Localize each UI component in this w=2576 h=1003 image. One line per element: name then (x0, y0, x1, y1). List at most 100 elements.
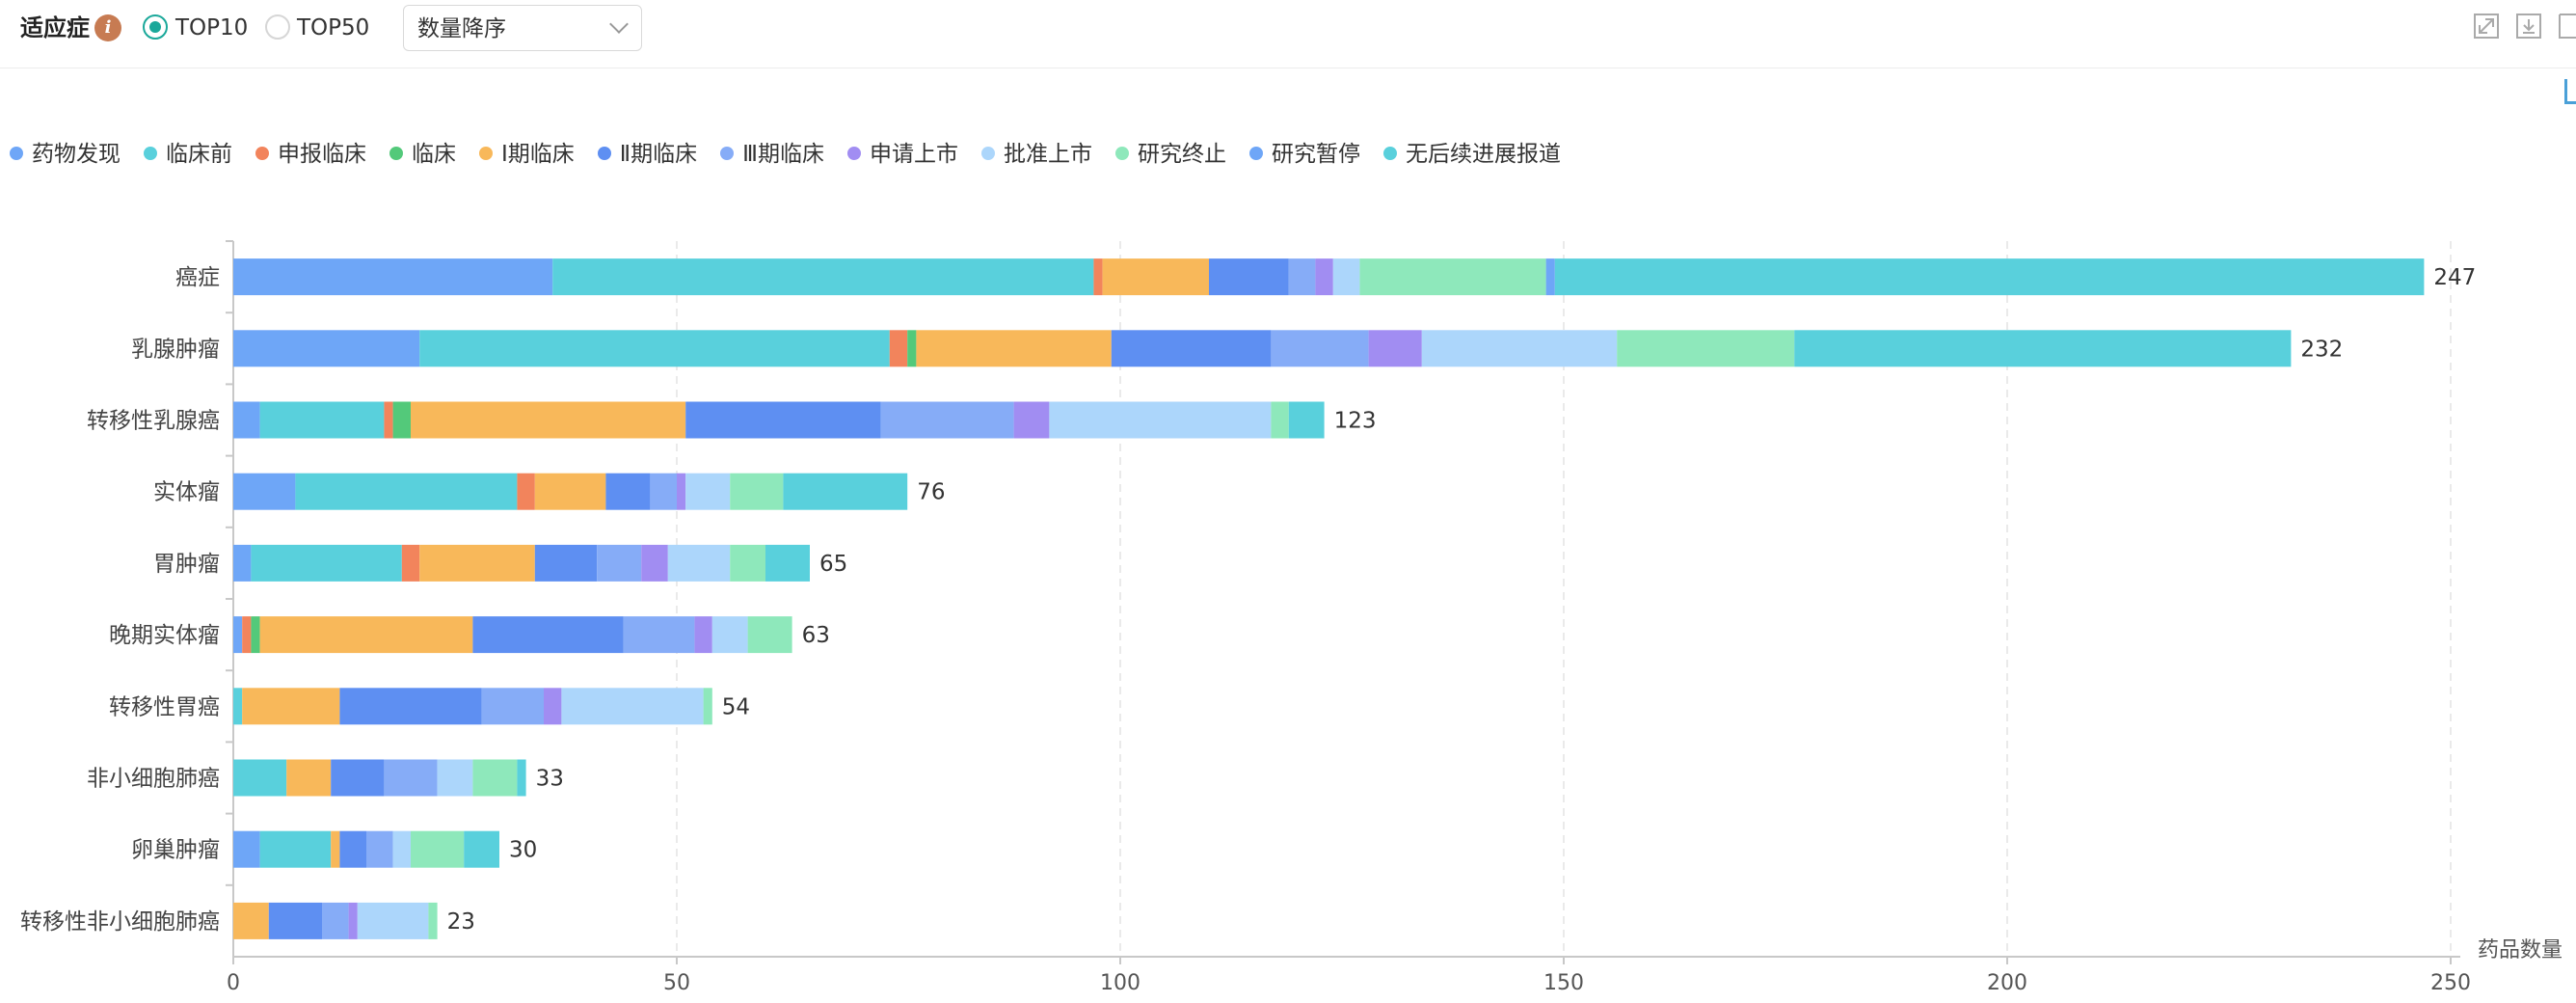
legend-item[interactable]: Ⅱ期临床 (597, 133, 697, 176)
bar-segment (1288, 401, 1325, 439)
radio-top50[interactable] (265, 14, 290, 40)
bar-segment (1102, 258, 1209, 296)
bar-segment (233, 258, 553, 296)
bar-segment (1315, 258, 1333, 296)
legend-item[interactable]: Ⅲ期临床 (720, 133, 824, 176)
legend-dot-icon (846, 146, 861, 160)
bar-segment (667, 544, 731, 582)
bar-segment (1421, 330, 1618, 367)
legend-item[interactable]: 研究暂停 (1248, 133, 1360, 176)
bar-segment (348, 902, 358, 939)
category-label: 转移性胃癌 (109, 694, 220, 719)
bar-segment (384, 759, 438, 797)
bar-segment (650, 473, 677, 510)
bar-segment (730, 544, 765, 582)
bar-segment (481, 688, 544, 725)
legend-dot-icon (1114, 146, 1129, 160)
bar-segment (880, 401, 1014, 439)
bar-segment (1093, 258, 1103, 296)
download-icon[interactable] (2514, 12, 2543, 41)
legend-dot-icon (10, 146, 23, 160)
bar-segment (472, 616, 624, 654)
bar-segment (366, 830, 393, 868)
bar-segment (233, 759, 287, 797)
legend-item[interactable]: 临床 (389, 133, 456, 176)
bar-segment (286, 759, 332, 797)
legend-dot-icon (255, 146, 269, 160)
bar-segment (1013, 401, 1050, 439)
bar-segment (259, 830, 332, 868)
bar-segment (561, 688, 704, 725)
bar-segment (703, 688, 712, 725)
panel-icon[interactable] (2557, 12, 2576, 41)
bar-segment (552, 258, 1094, 296)
legend-label: 研究暂停 (1271, 142, 1360, 167)
toolbar: 适应症 i TOP10 TOP50 数量降序 (0, 0, 2576, 68)
indication-title: 适应症 (20, 14, 90, 41)
bar-total-label: 63 (802, 623, 830, 648)
legend-item[interactable]: Ⅰ期临床 (479, 133, 575, 176)
category-label: 转移性非小细胞肺癌 (20, 909, 220, 935)
bar-segment (242, 688, 340, 725)
legend-dot-icon (597, 146, 611, 160)
bar-segment (464, 830, 499, 868)
bar-segment (268, 902, 322, 939)
bar-segment (685, 401, 881, 439)
bar-segment (322, 902, 349, 939)
bar-segment (233, 830, 260, 868)
legend-label: 临床 (412, 142, 456, 167)
bar-segment (242, 616, 252, 654)
expand-icon[interactable] (2472, 12, 2501, 41)
radio-top50-label[interactable]: TOP50 (297, 15, 370, 41)
bar-segment (419, 544, 535, 582)
legend-item[interactable]: 申请上市 (846, 133, 958, 176)
legend-item[interactable]: 研究终止 (1114, 133, 1226, 176)
category-label: 实体瘤 (153, 480, 220, 505)
legend-item[interactable]: 临床前 (144, 133, 232, 176)
bar-segment (428, 902, 438, 939)
radio-top10-label[interactable]: TOP10 (175, 15, 249, 41)
bar-segment (1111, 330, 1272, 367)
category-label: 癌症 (175, 265, 220, 290)
bar-segment (1209, 258, 1289, 296)
bar-segment (765, 544, 810, 582)
legend-dot-icon (1382, 146, 1397, 160)
bar-segment (1271, 330, 1369, 367)
info-icon[interactable]: i (94, 14, 121, 41)
legend-item[interactable]: 药物发现 (10, 133, 121, 176)
bar-segment (677, 473, 686, 510)
bar-segment (233, 902, 269, 939)
sort-select[interactable]: 数量降序 (403, 5, 642, 51)
bar-segment (534, 473, 606, 510)
bar-segment (472, 759, 518, 797)
bar-segment (331, 759, 385, 797)
legend-item[interactable]: 批准上市 (980, 133, 1092, 176)
legend-label: 药物发现 (32, 142, 121, 167)
sort-select-value: 数量降序 (417, 16, 506, 41)
legend-dot-icon (720, 146, 735, 160)
category-label: 乳腺肿瘤 (131, 337, 220, 362)
bar-total-label: 123 (1334, 409, 1377, 434)
legend-item[interactable]: 申报临床 (255, 133, 366, 176)
bar-segment (259, 616, 473, 654)
bar-segment (916, 330, 1112, 367)
bar-segment (233, 688, 243, 725)
bar-segment (1794, 330, 2292, 367)
bar-total-label: 76 (917, 480, 945, 505)
bar-segment (889, 330, 908, 367)
legend-item[interactable]: 无后续进展报道 (1382, 133, 1561, 176)
bar-segment (419, 330, 890, 367)
bar-segment (233, 616, 243, 654)
bar-segment (437, 759, 473, 797)
radio-top10[interactable] (143, 14, 168, 40)
x-tick-label: 200 (1987, 971, 2027, 995)
legend-dot-icon (479, 146, 493, 160)
chart-type-icon[interactable] (2564, 79, 2576, 104)
x-tick-label: 50 (663, 971, 690, 995)
legend-dot-icon (1248, 146, 1263, 160)
legend-dot-icon (144, 146, 157, 160)
bar-segment (534, 544, 598, 582)
legend-dot-icon (980, 146, 995, 160)
bar-segment (1049, 401, 1272, 439)
bar-segment (331, 830, 340, 868)
